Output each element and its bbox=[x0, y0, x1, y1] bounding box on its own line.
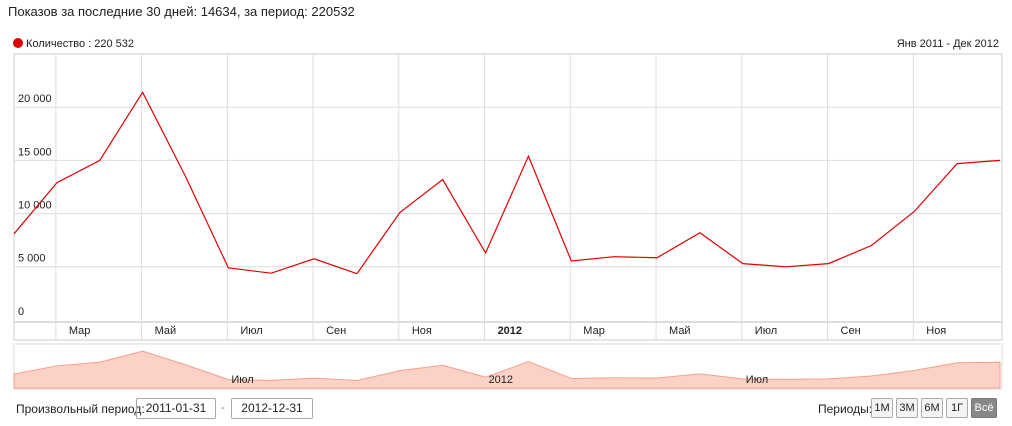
x-tick-label: Май bbox=[669, 325, 691, 337]
periods-label: Периоды: bbox=[818, 402, 873, 416]
x-tick-label: Сен bbox=[841, 325, 861, 337]
x-tick-label: Ноя bbox=[412, 325, 432, 337]
date-sep: - bbox=[221, 400, 225, 414]
y-tick-label: 5 000 bbox=[18, 253, 46, 265]
y-tick-label: 0 bbox=[18, 306, 24, 318]
x-tick-label: 2012 bbox=[498, 325, 522, 337]
x-tick-label: Май bbox=[155, 325, 177, 337]
series-line bbox=[13, 91, 1001, 275]
period-buttons: 1М 3М 6М 1Г Всё bbox=[871, 398, 997, 418]
period-button[interactable]: Всё bbox=[971, 398, 997, 418]
legend-marker bbox=[13, 38, 23, 48]
navigator-label: Июл bbox=[746, 374, 768, 386]
y-tick-label: 10 000 bbox=[18, 200, 52, 212]
custom-label: Произвольный период: bbox=[16, 402, 145, 416]
period-button[interactable]: 1М bbox=[871, 398, 893, 418]
x-tick-label: Ноя bbox=[926, 325, 946, 337]
navigator-area bbox=[13, 350, 1001, 389]
navigator-label: Июл bbox=[231, 374, 253, 386]
navigator-frame bbox=[13, 343, 1003, 390]
header-title: Показов за последние 30 дней: 14634, за … bbox=[8, 4, 355, 19]
y-tick-label: 15 000 bbox=[18, 146, 52, 158]
period-button[interactable]: 3М bbox=[896, 398, 918, 418]
x-tick-label: Июл bbox=[240, 325, 262, 337]
date-to[interactable]: 2012-12-31 bbox=[231, 398, 313, 419]
date-from[interactable]: 2011-01-31 bbox=[136, 398, 216, 419]
x-tick-label: Сен bbox=[326, 325, 346, 337]
period-button[interactable]: 6М bbox=[921, 398, 943, 418]
navigator-label: 2012 bbox=[489, 374, 513, 386]
x-tick-label: Мар bbox=[69, 325, 91, 337]
period-button[interactable]: 1Г bbox=[946, 398, 968, 418]
x-tick-label: Мар bbox=[583, 325, 605, 337]
y-tick-label: 20 000 bbox=[18, 93, 52, 105]
legend-label: Количество : 220 532 bbox=[26, 38, 134, 50]
range-label: Янв 2011 - Дек 2012 bbox=[897, 38, 999, 50]
x-tick-label: Июл bbox=[755, 325, 777, 337]
plot-frame bbox=[13, 53, 1003, 341]
